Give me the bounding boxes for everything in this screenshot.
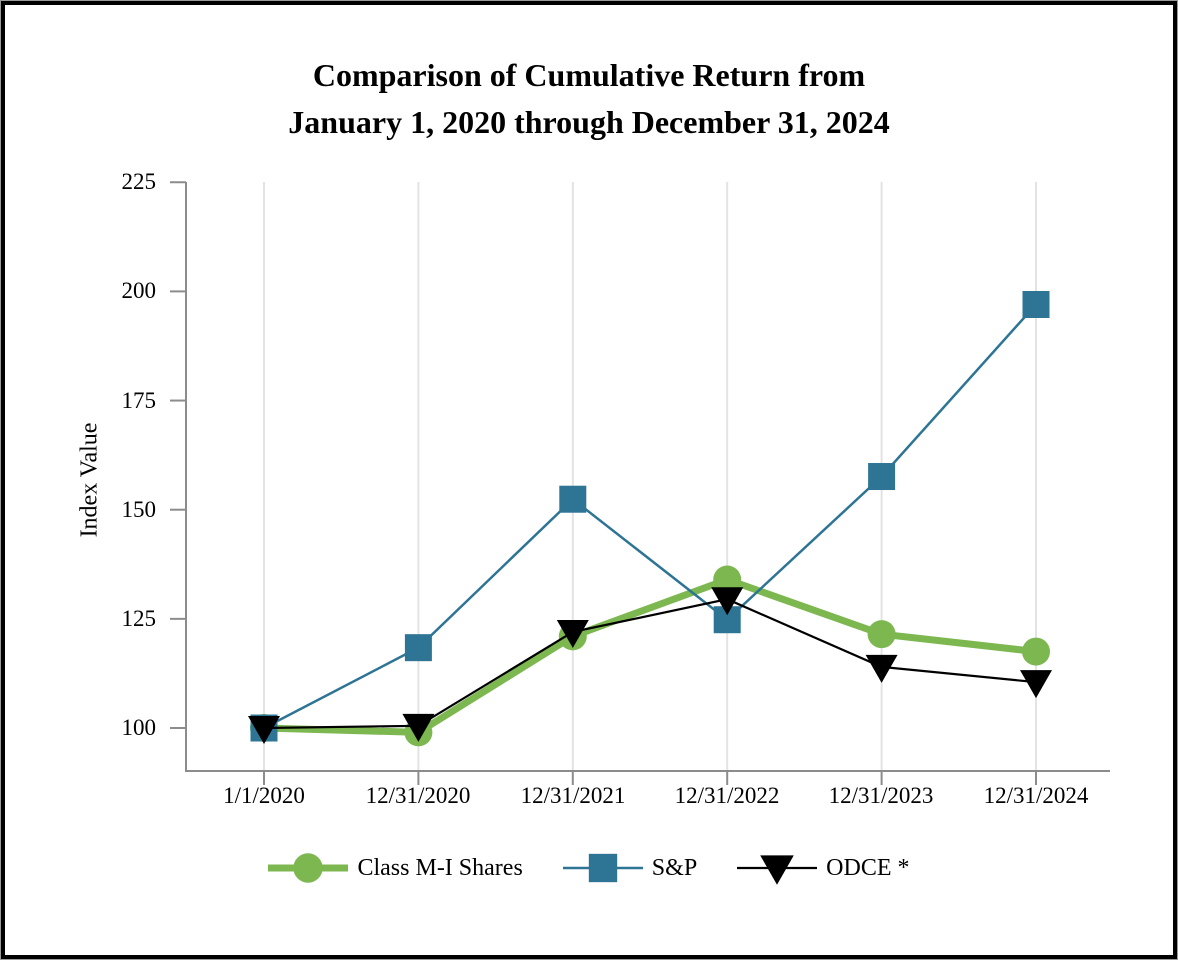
data-point-marker <box>1020 670 1052 699</box>
gridlines <box>263 182 1037 770</box>
chart-legend: Class M-I Shares S&P ODCE * <box>0 846 1178 890</box>
series-s-p <box>250 290 1050 742</box>
legend-label: Class M-I Shares <box>357 854 523 881</box>
data-point-marker <box>711 587 744 616</box>
legend-label: S&P <box>651 854 698 881</box>
data-point-marker <box>760 855 794 885</box>
y-tick-label: 225 <box>121 169 157 194</box>
legend-swatch-square-icon <box>562 853 643 883</box>
legend-label: ODCE * <box>826 854 910 881</box>
y-tick-label: 175 <box>121 388 157 413</box>
axis-line <box>185 182 1110 772</box>
legend-swatch-circle-icon <box>268 853 349 883</box>
series-line <box>263 575 1037 736</box>
data-point-marker <box>559 485 587 513</box>
data-point-marker <box>865 654 898 683</box>
series-line <box>263 303 1037 730</box>
data-point-marker <box>248 716 280 744</box>
data-point-marker <box>402 713 435 742</box>
series-odce <box>248 587 1052 744</box>
series-class-m-i-shares <box>250 565 1050 747</box>
y-tick-label: 150 <box>121 497 157 522</box>
legend-swatch-triangle-icon <box>737 855 818 885</box>
x-tick-label: 12/31/2022 <box>674 783 780 808</box>
x-tick-label: 12/31/2020 <box>365 783 471 808</box>
data-point-marker <box>588 853 617 883</box>
data-point-marker <box>1022 290 1050 318</box>
chart-title-line2: January 1, 2020 through December 31, 202… <box>288 104 890 140</box>
series-line <box>263 598 1037 730</box>
data-point-marker <box>713 565 742 594</box>
legend-item-sp: S&P <box>562 846 698 890</box>
data-point-marker <box>1022 637 1050 666</box>
data-point-marker <box>404 634 432 662</box>
x-tick-label: 12/31/2021 <box>520 783 626 808</box>
legend-item-odce: ODCE * <box>737 846 910 890</box>
data-point-marker <box>867 620 896 649</box>
data-point-marker <box>868 463 896 491</box>
chart-title-line1: Comparison of Cumulative Return from <box>312 57 866 93</box>
data-point-marker <box>556 619 589 648</box>
axes <box>170 181 1110 785</box>
legend-item-class-m-i-shares: Class M-I Shares <box>268 846 523 890</box>
chart-title: Comparison of Cumulative Return from Jan… <box>0 52 1178 146</box>
x-tick-label: 12/31/2023 <box>828 783 934 808</box>
data-point-marker <box>293 853 324 883</box>
x-tick-label: 1/1/2020 <box>223 783 305 808</box>
y-tick-label: 200 <box>121 278 157 303</box>
y-tick-label: 100 <box>121 715 157 740</box>
y-tick-label: 125 <box>121 606 157 631</box>
x-tick-label: 12/31/2024 <box>983 783 1089 808</box>
